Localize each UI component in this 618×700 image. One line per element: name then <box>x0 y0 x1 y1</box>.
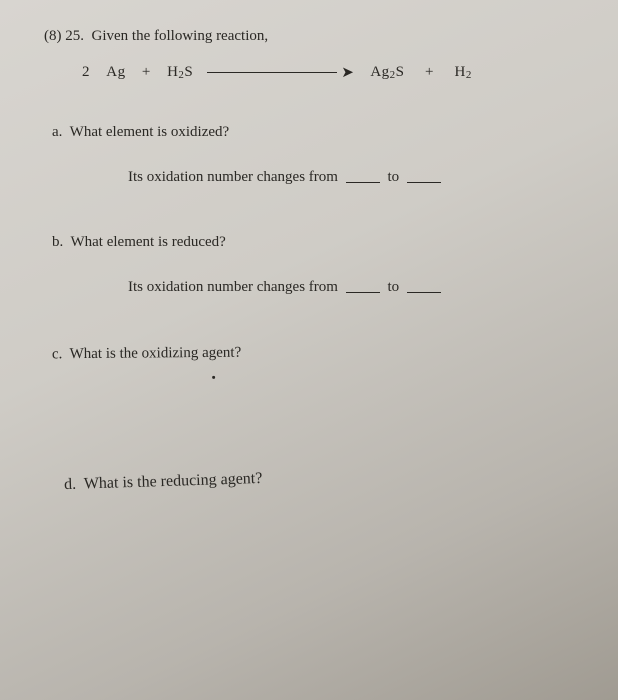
text-c: What is the oxidizing agent? <box>70 345 242 362</box>
stray-dot-icon <box>212 376 215 379</box>
label-d: d. <box>64 476 77 493</box>
question-c: c. What is the oxidizing agent? <box>52 342 582 381</box>
reaction-arrow-head: ➤ <box>341 63 354 82</box>
reactant-h2s: H2S <box>167 64 193 81</box>
blank-b-to[interactable] <box>407 292 441 293</box>
label-c: c. <box>52 346 63 362</box>
coef-2: 2 <box>82 64 90 81</box>
sub-b-mid: to <box>387 279 399 295</box>
points-label: (8) <box>44 28 62 44</box>
product-ag2s: Ag2S <box>370 64 404 81</box>
product-h2: H2 <box>454 64 471 81</box>
text-b: What element is reduced? <box>70 234 225 250</box>
sub-a: Its oxidation number changes from to <box>128 169 582 186</box>
plus-1: + <box>142 64 151 81</box>
sub-b-prefix: Its oxidation number changes from <box>128 279 338 295</box>
plus-2: + <box>425 64 434 81</box>
label-b: b. <box>52 234 63 250</box>
blank-a-to[interactable] <box>407 182 441 183</box>
reaction-arrow-line <box>207 72 337 73</box>
text-a: What element is oxidized? <box>70 124 230 140</box>
blank-a-from[interactable] <box>346 182 380 183</box>
question-a: a. What element is oxidized? <box>52 124 582 141</box>
question-number: 25. <box>65 28 84 44</box>
reactant-ag: Ag <box>106 64 125 81</box>
intro-text: Given the following reaction, <box>92 28 269 44</box>
sub-a-mid: to <box>387 169 399 185</box>
page-container: (8) 25. Given the following reaction, 2 … <box>0 0 618 542</box>
question-b: b. What element is reduced? <box>52 234 582 251</box>
question-d: d. What is the reducing agent? <box>64 460 582 494</box>
sub-a-prefix: Its oxidation number changes from <box>128 169 338 185</box>
sub-b: Its oxidation number changes from to <box>128 279 582 296</box>
label-a: a. <box>52 124 62 140</box>
chemical-equation: 2 Ag + H2S ➤ Ag2S + H2 <box>82 63 582 82</box>
text-d: What is the reducing agent? <box>84 470 263 493</box>
blank-b-from[interactable] <box>346 292 380 293</box>
question-header: (8) 25. Given the following reaction, <box>44 28 582 45</box>
